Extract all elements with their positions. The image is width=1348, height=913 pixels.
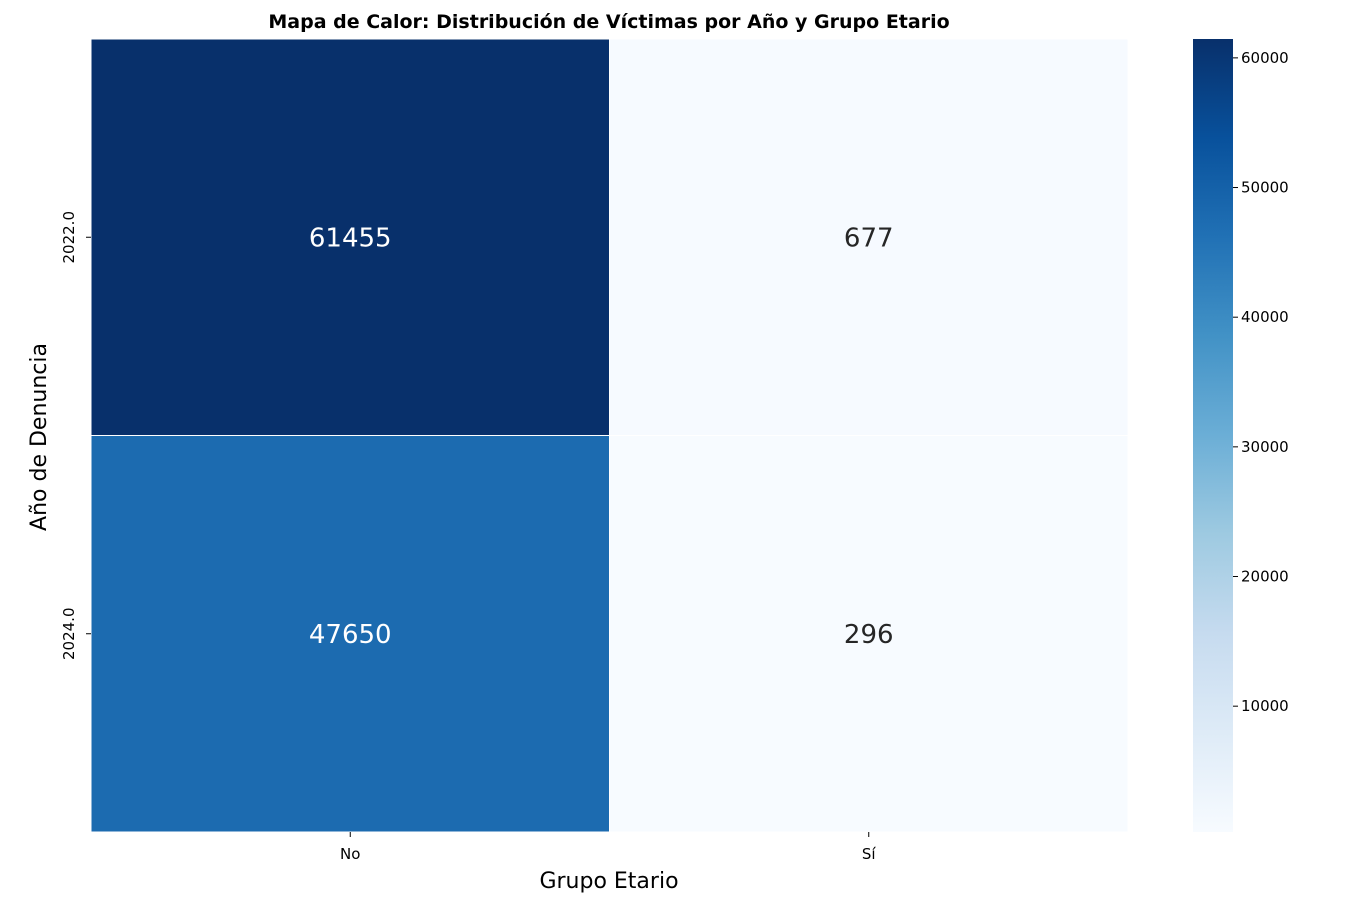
heatmap-cell-value: 61455 xyxy=(309,223,392,253)
colorbar-ticks: 10000 20000 30000 40000 50000 60000 xyxy=(1233,49,1289,715)
heatmap-cell-value: 296 xyxy=(844,620,894,650)
y-axis-label: Año de Denuncia xyxy=(27,343,52,531)
colorbar-gradient xyxy=(1193,39,1233,832)
heatmap-cell-value: 677 xyxy=(844,223,894,253)
colorbar-tick-label: 30000 xyxy=(1241,438,1289,456)
heatmap-cell xyxy=(609,435,1129,833)
y-tick-label: 2022.0 xyxy=(60,211,78,264)
heatmap-cell xyxy=(90,435,610,833)
y-axis-ticks: 2022.0 2024.0 xyxy=(60,211,91,660)
x-tick-label: No xyxy=(340,845,360,863)
colorbar-tick-label: 20000 xyxy=(1241,568,1289,586)
chart-title: Mapa de Calor: Distribución de Víctimas … xyxy=(268,11,949,33)
x-tick-label: Sí xyxy=(862,845,877,863)
heatmap-cell xyxy=(609,38,1129,436)
heatmap-cells xyxy=(90,38,1129,833)
x-axis-ticks: No Sí xyxy=(340,832,876,863)
colorbar: 10000 20000 30000 40000 50000 60000 xyxy=(1193,39,1289,832)
colorbar-tick-label: 10000 xyxy=(1241,697,1289,715)
y-tick-label: 2024.0 xyxy=(60,608,78,661)
colorbar-tick-label: 50000 xyxy=(1241,179,1289,197)
heatmap-cell-labels: 61455 677 47650 296 xyxy=(309,223,894,650)
x-axis-label: Grupo Etario xyxy=(539,869,678,894)
colorbar-tick-label: 40000 xyxy=(1241,308,1289,326)
heatmap-cell xyxy=(90,38,610,436)
heatmap-cell-value: 47650 xyxy=(309,620,392,650)
colorbar-tick-label: 60000 xyxy=(1241,49,1289,67)
